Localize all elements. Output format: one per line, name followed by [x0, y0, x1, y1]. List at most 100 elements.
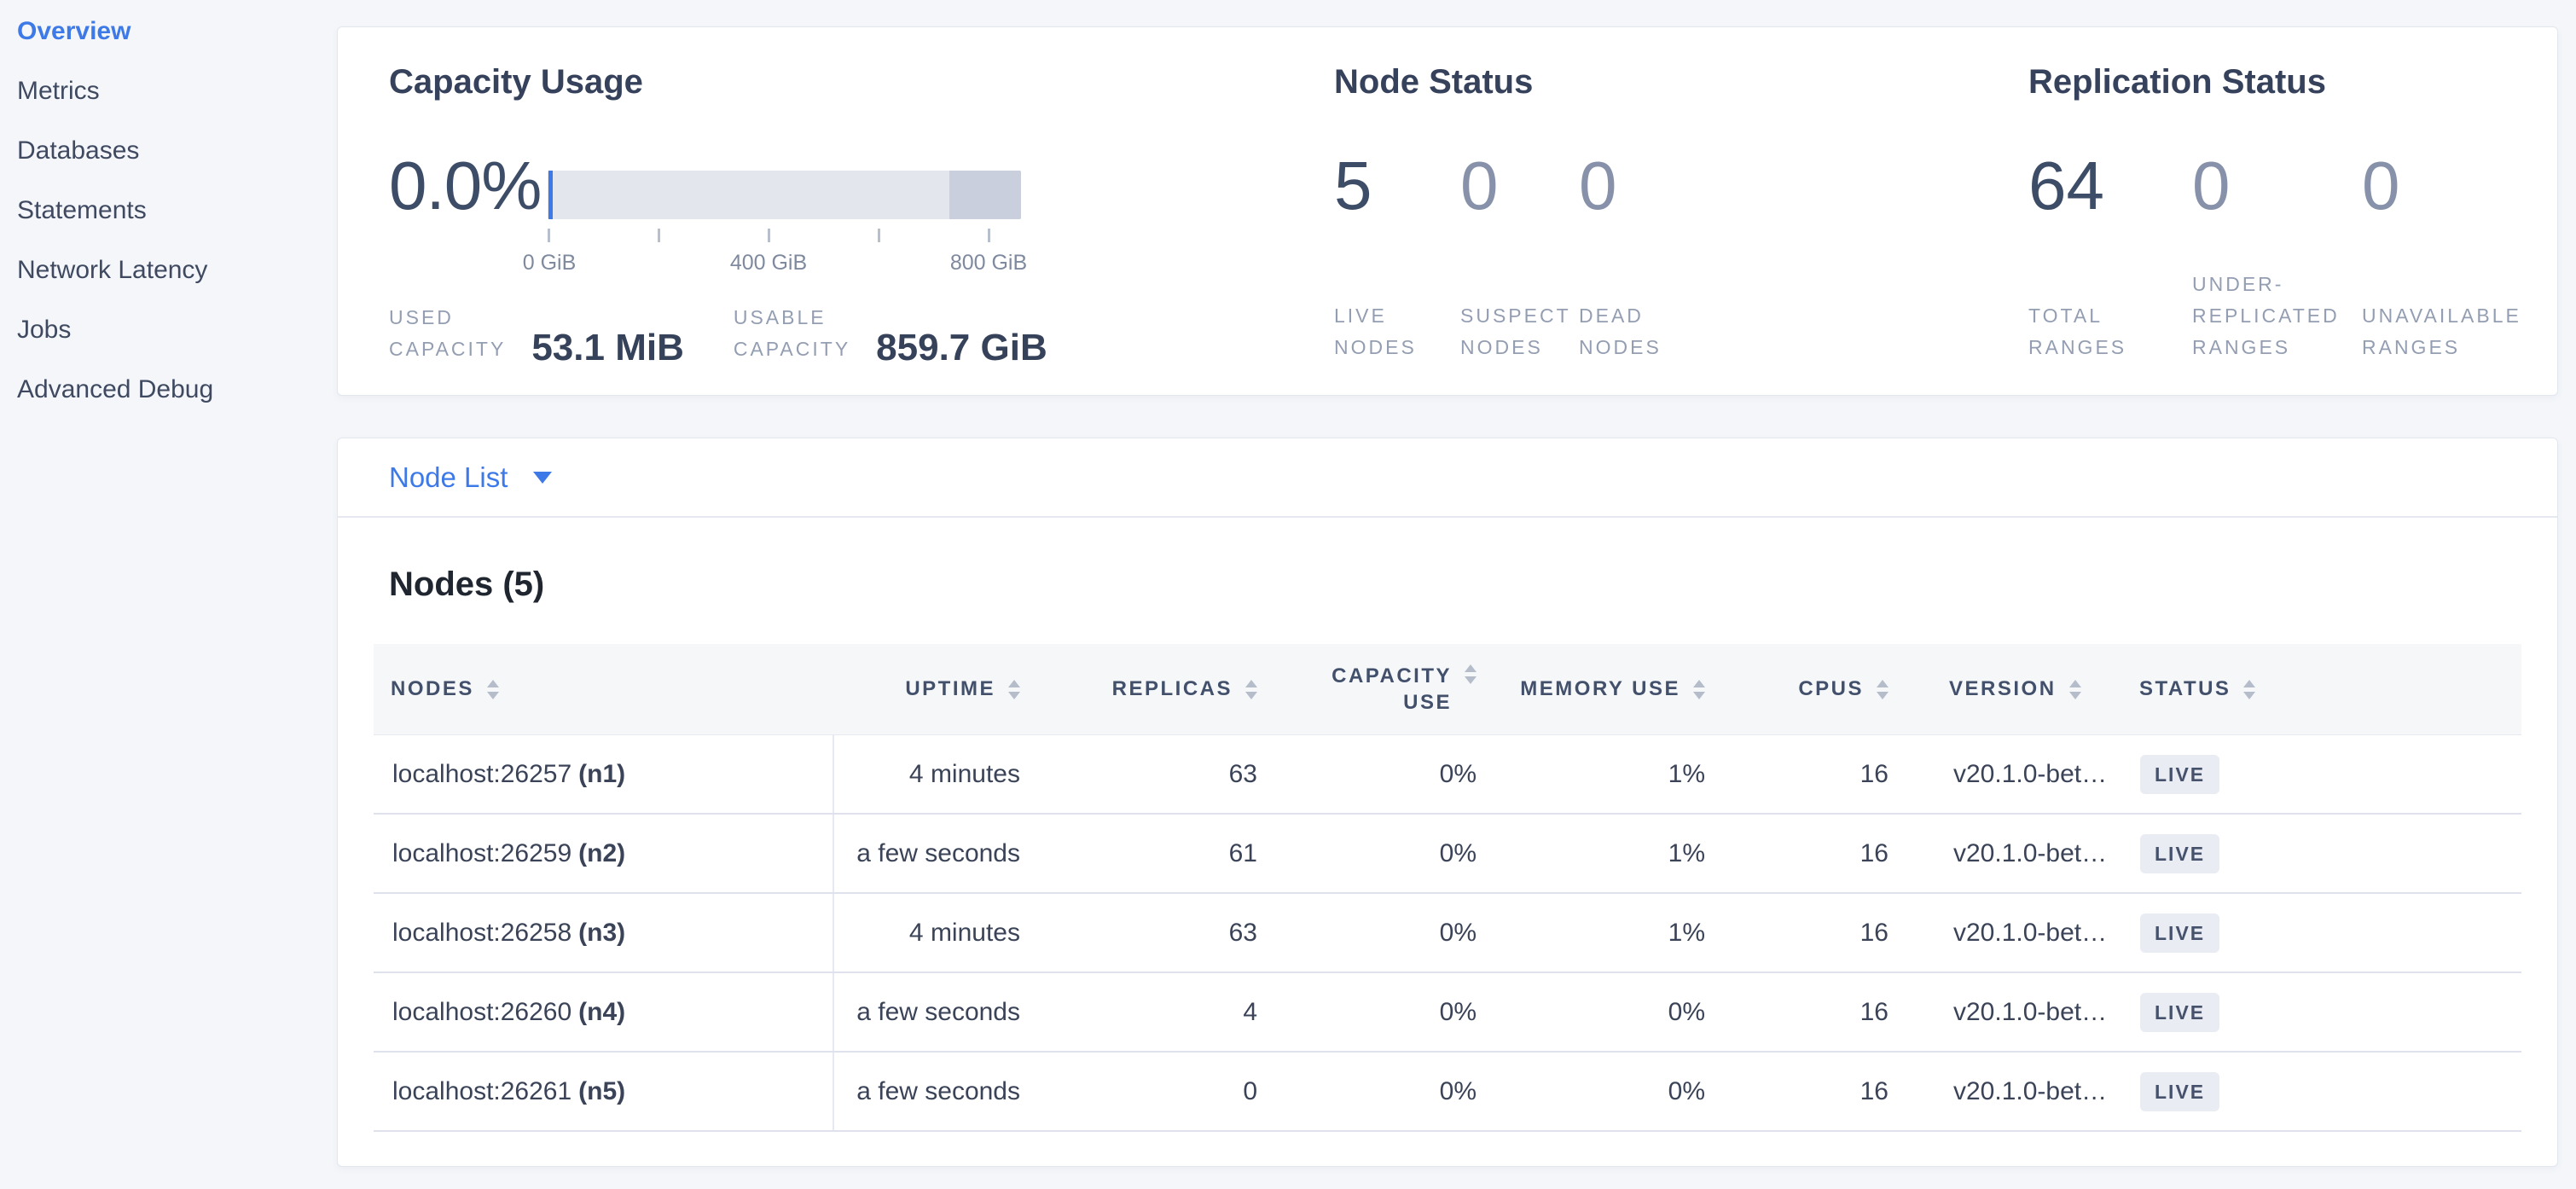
replicas-cell: 63 — [1228, 918, 1257, 947]
version-cell: v20.1.0-bet… — [1953, 1076, 2108, 1105]
status-badge: LIVE — [2140, 1071, 2220, 1111]
status-cell: LIVE — [2132, 1053, 2521, 1130]
column-header-capacity-use[interactable]: CAPACITY USE — [1264, 644, 1483, 734]
sidebar-item-statements[interactable]: Statements — [17, 196, 147, 224]
dead-nodes-value: 0 — [1579, 148, 1617, 223]
gauge-tick — [768, 229, 770, 242]
node-address-cell: localhost:26261 (n5) — [374, 1053, 834, 1130]
status-cell: LIVE — [2132, 894, 2521, 972]
sidebar-item-overview[interactable]: Overview — [17, 17, 131, 45]
column-label: STATUS — [2139, 677, 2231, 700]
capacity-usage-title: Capacity Usage — [389, 63, 643, 101]
main-content: Capacity Usage 0.0% 0 GiB 400 GiB 800 Gi… — [337, 0, 2558, 1167]
total-ranges-value: 64 — [2028, 148, 2104, 223]
column-label: REPLICAS — [1111, 677, 1233, 700]
suspect-nodes-label: SUSPECT NODES — [1460, 304, 1571, 358]
sort-icon — [2069, 680, 2081, 699]
node-address-cell: localhost:26257 (n1) — [374, 735, 834, 813]
capacity-use-cell: 0% — [1439, 759, 1477, 788]
sidebar-item-network-latency[interactable]: Network Latency — [17, 256, 208, 284]
replication-status-section: Replication Status 64 TOTAL RANGES 0 UND… — [2028, 61, 2557, 395]
table-row[interactable]: localhost:26260 (n4) a few seconds 4 0% 0% 16 v… — [374, 973, 2521, 1053]
status-cell: LIVE — [2132, 815, 2521, 892]
capacity-use-cell: 0% — [1439, 918, 1477, 947]
cpus-cell: 16 — [1859, 997, 1888, 1026]
node-address-link[interactable]: localhost:26260 — [392, 997, 572, 1026]
node-address-link[interactable]: localhost:26259 — [392, 838, 572, 867]
column-header-status[interactable]: STATUS — [2132, 644, 2521, 734]
column-header-uptime[interactable]: UPTIME — [834, 644, 1027, 734]
usable-capacity-value: 859.7 GiB — [876, 327, 1047, 368]
node-address-link[interactable]: localhost:26261 — [392, 1076, 572, 1105]
node-status-section: Node Status 5 LIVE NODES 0 SUSPECT NODES… — [1334, 61, 2028, 395]
node-id: (n3) — [578, 918, 626, 947]
table-row[interactable]: localhost:26258 (n3) 4 minutes 63 0% 1% 16 v20.… — [374, 894, 2521, 973]
capacity-use-cell: 0% — [1439, 1076, 1477, 1105]
replicas-cell: 4 — [1243, 997, 1257, 1026]
column-label: CPUS — [1798, 677, 1864, 700]
version-cell: v20.1.0-bet… — [1953, 838, 2108, 867]
gauge-tick — [548, 229, 550, 242]
nodes-table-header: NODES UPTIME REPLICAS CAPACITY USE MEMOR… — [374, 644, 2521, 735]
node-address-cell: localhost:26258 (n3) — [374, 894, 834, 972]
sidebar-item-advanced-debug[interactable]: Advanced Debug — [17, 375, 214, 403]
status-badge: LIVE — [2140, 913, 2220, 953]
suspect-nodes-value: 0 — [1460, 148, 1499, 223]
chevron-down-icon — [533, 471, 553, 484]
column-header-memory-use[interactable]: MEMORY USE — [1483, 644, 1712, 734]
table-row[interactable]: localhost:26259 (n2) a few seconds 61 0% 1% 16… — [374, 815, 2521, 894]
uptime-cell: 4 minutes — [908, 918, 1020, 947]
cpus-cell: 16 — [1859, 838, 1888, 867]
column-label: UPTIME — [905, 677, 995, 700]
capacity-percent: 0.0% — [389, 148, 542, 223]
replicas-cell: 0 — [1243, 1076, 1257, 1105]
under-replicated-ranges-stat: 0 UNDER- REPLICATED RANGES — [2192, 150, 2362, 363]
capacity-use-cell: 0% — [1439, 838, 1477, 867]
status-badge: LIVE — [2140, 754, 2220, 794]
version-cell: v20.1.0-bet… — [1953, 759, 2108, 788]
sort-icon — [487, 680, 499, 699]
memory-use-cell: 0% — [1668, 1076, 1705, 1105]
node-address-cell: localhost:26259 (n2) — [374, 815, 834, 892]
node-status-title: Node Status — [1334, 63, 1534, 101]
sidebar-item-metrics[interactable]: Metrics — [17, 77, 100, 105]
capacity-gauge-track — [548, 171, 1021, 219]
node-list-dropdown[interactable]: Node List — [338, 438, 2557, 518]
column-header-version[interactable]: VERSION — [1895, 644, 2132, 734]
gauge-tick — [658, 229, 660, 242]
unavailable-ranges-stat: 0 UNAVAILABLE RANGES — [2362, 148, 2519, 363]
table-row[interactable]: localhost:26261 (n5) a few seconds 0 0% 0% 16 v… — [374, 1053, 2521, 1132]
memory-use-cell: 1% — [1668, 759, 1705, 788]
capacity-gauge-used-marker — [548, 171, 553, 219]
node-list-dropdown-label: Node List — [389, 461, 508, 493]
capacity-gauge-reserved-segment — [949, 171, 1021, 219]
status-badge: LIVE — [2140, 833, 2220, 873]
table-row[interactable]: localhost:26257 (n1) 4 minutes 63 0% 1% 16 v20.… — [374, 735, 2521, 815]
capacity-use-cell: 0% — [1439, 997, 1477, 1026]
sidebar-item-databases[interactable]: Databases — [17, 136, 140, 165]
total-ranges-stat: 64 TOTAL RANGES — [2028, 150, 2192, 363]
gauge-tick-label: 0 GiB — [522, 251, 577, 275]
uptime-cell: a few seconds — [856, 838, 1020, 867]
capacity-gauge: 0 GiB 400 GiB 800 GiB — [523, 171, 1027, 275]
column-header-nodes[interactable]: NODES — [374, 644, 834, 734]
replicas-cell: 63 — [1228, 759, 1257, 788]
node-address-link[interactable]: localhost:26257 — [392, 759, 572, 788]
unavailable-ranges-value: 0 — [2362, 148, 2400, 223]
nodes-section: Nodes (5) NODES UPTIME REPLICAS CAPACITY… — [338, 564, 2557, 1132]
gauge-tick — [988, 229, 990, 242]
node-list-card: Node List Nodes (5) NODES UPTIME REPLICA… — [337, 438, 2558, 1167]
gauge-tick-label: 800 GiB — [949, 251, 1028, 275]
dead-nodes-label: DEAD NODES — [1579, 304, 1662, 358]
column-header-replicas[interactable]: REPLICAS — [1027, 644, 1264, 734]
uptime-cell: a few seconds — [856, 997, 1020, 1026]
uptime-cell: a few seconds — [856, 1076, 1020, 1105]
sidebar-item-jobs[interactable]: Jobs — [17, 316, 72, 344]
status-badge: LIVE — [2140, 992, 2220, 1032]
node-address-link[interactable]: localhost:26258 — [392, 918, 572, 947]
total-ranges-label: TOTAL RANGES — [2028, 304, 2127, 358]
cluster-summary-card: Capacity Usage 0.0% 0 GiB 400 GiB 800 Gi… — [337, 26, 2558, 396]
node-address-cell: localhost:26260 (n4) — [374, 973, 834, 1051]
column-header-cpus[interactable]: CPUS — [1712, 644, 1895, 734]
cpus-cell: 16 — [1859, 1076, 1888, 1105]
